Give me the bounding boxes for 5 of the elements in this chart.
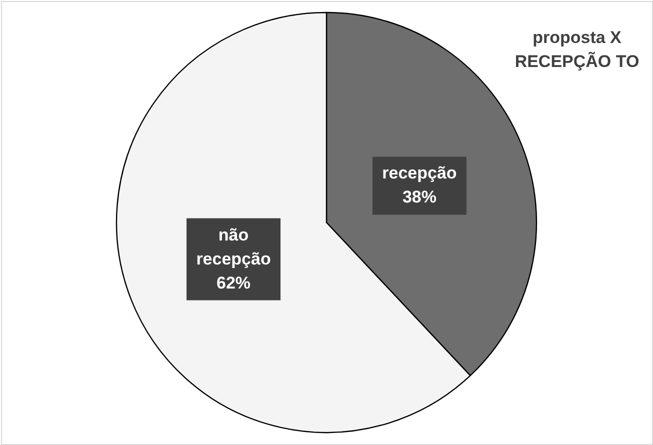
slice-label: não recepção [196, 225, 271, 268]
text: proposta X RECEPÇÃO TO [514, 28, 640, 71]
data-label: 38% [402, 188, 436, 207]
slice-label: recepção [382, 164, 457, 183]
data-label: 62% [216, 273, 251, 292]
